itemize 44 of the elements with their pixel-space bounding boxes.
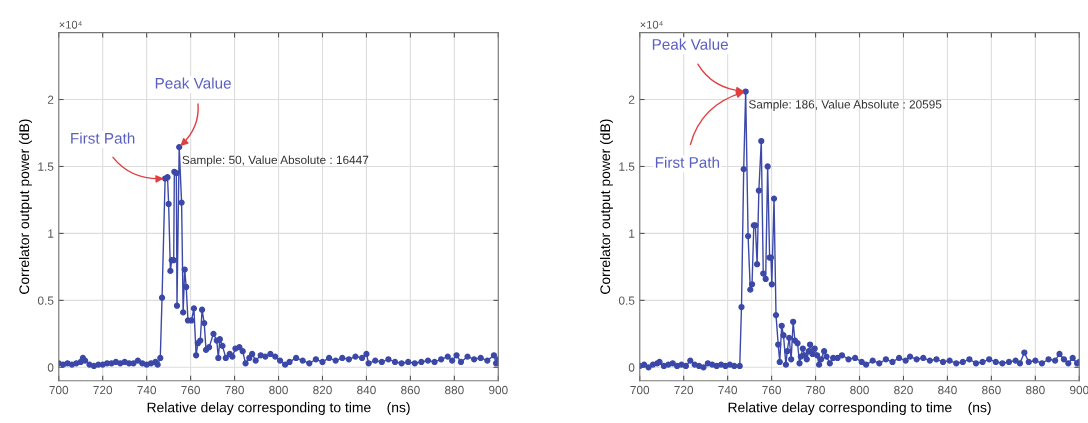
x-axis-title: Relative delay corresponding to time (ns) [728,402,991,416]
y-tick-label: 2 [47,95,54,104]
y-tick-label: 2 [628,95,635,104]
y-axis-title: Correlator output power (dB) [599,119,613,294]
x-tick-label: 740 [718,385,738,395]
x-tick-label: 900 [489,385,508,395]
y-tick-label: 0.5 [618,296,635,305]
y-tick-label: 1.5 [619,162,635,171]
x-tick-label: 900 [1070,385,1088,395]
x-tick-label: 780 [225,385,244,395]
x-tick-label: 840 [938,385,957,395]
x-tick-label: 760 [181,385,201,395]
x-tick-label: 740 [137,385,157,395]
x-tick-label: 760 [762,385,781,395]
x-tick-label: 720 [674,385,694,395]
x-axis-title: Relative delay corresponding to time (ns) [147,402,410,416]
x-tick-label: 840 [357,385,376,395]
x-tick-label: 860 [982,385,1001,395]
x-tick-label: 700 [49,385,69,395]
x-tick-label: 800 [850,385,869,395]
y-tick-label: 0 [628,363,635,372]
x-tick-label: 800 [269,385,288,395]
annotation: Peak Value [155,77,231,89]
annotation: First Path [655,156,720,168]
y-tick-label: 1.5 [38,162,54,171]
annotation: Sample: 186, Value Absolute : 20595 [748,99,942,111]
x-tick-label: 880 [1026,385,1045,395]
x-tick-label: 820 [313,385,332,395]
y-tick-label: 1 [629,229,635,238]
text: ×10⁴ [59,20,82,29]
y-tick-label: 0 [47,363,54,372]
text: ×10⁴ [640,20,663,29]
annotation: Sample: 50, Value Absolute : 16447 [182,155,369,167]
y-axis-title: Correlator output power (dB) [18,119,32,294]
x-tick-label: 700 [630,385,650,395]
x-tick-label: 880 [445,385,464,395]
annotation: Peak Value [652,38,728,50]
x-tick-label: 860 [401,385,420,395]
y-tick-label: 0.5 [37,296,54,305]
annotation: First Path [71,132,135,144]
x-tick-label: 780 [806,385,825,395]
x-tick-label: 720 [93,385,113,395]
y-tick-label: 1 [48,229,54,238]
x-tick-label: 820 [894,385,913,395]
